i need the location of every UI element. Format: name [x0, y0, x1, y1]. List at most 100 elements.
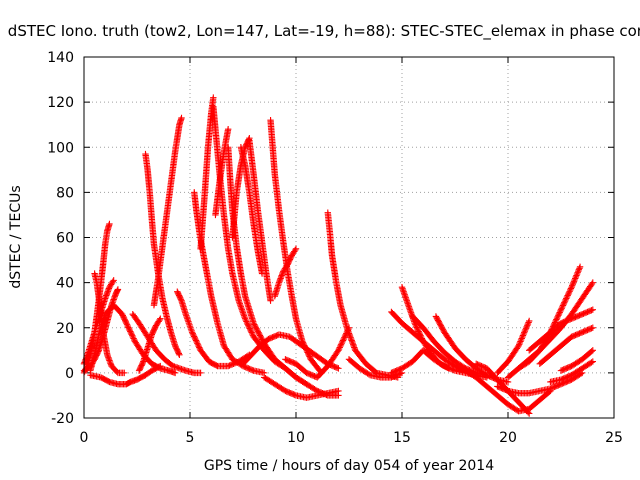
data-series	[432, 313, 512, 386]
data-point	[341, 334, 348, 341]
data-point	[129, 333, 137, 341]
data-series	[197, 94, 217, 252]
data-series	[282, 324, 353, 381]
data-point	[247, 326, 254, 334]
data-point	[521, 328, 529, 335]
data-point	[572, 275, 579, 282]
data-point	[250, 320, 257, 327]
data-series	[267, 116, 325, 377]
data-point	[245, 322, 252, 329]
data-point	[561, 299, 568, 306]
data-point	[157, 315, 164, 322]
data-point	[570, 278, 578, 285]
data-point	[194, 341, 202, 348]
data-point	[335, 387, 342, 395]
data-point	[588, 307, 595, 314]
data-point	[567, 286, 574, 294]
data-point	[191, 334, 198, 342]
data-point	[190, 333, 198, 340]
data-point	[589, 324, 596, 331]
data-point	[414, 325, 421, 332]
data-point	[551, 319, 559, 326]
data-point	[123, 321, 131, 328]
data-point	[444, 364, 451, 371]
data-point	[131, 336, 138, 344]
data-point	[210, 94, 217, 101]
data-point	[190, 331, 197, 339]
data-point	[106, 220, 113, 228]
data-series	[271, 245, 300, 300]
data-point	[345, 324, 353, 331]
y-tick-label: 0	[65, 366, 74, 382]
data-point	[526, 410, 533, 417]
data-point	[589, 279, 596, 286]
data-point	[337, 342, 344, 350]
data-series	[135, 315, 164, 374]
data-point	[565, 290, 572, 298]
data-point	[575, 267, 582, 275]
data-point	[249, 366, 256, 374]
data-point	[415, 328, 422, 335]
data-point	[345, 325, 352, 333]
data-point	[342, 331, 349, 339]
data-point	[303, 347, 311, 355]
data-point	[189, 330, 196, 337]
data-point	[196, 344, 203, 351]
data-point	[304, 349, 311, 356]
data-point	[589, 306, 596, 313]
y-axis-label: dSTEC / TECUs	[8, 185, 24, 288]
data-point	[516, 339, 524, 347]
data-point	[563, 293, 571, 301]
y-tick-label: 80	[56, 185, 74, 201]
data-point	[251, 322, 259, 330]
y-tick-label: -20	[51, 411, 74, 427]
data-point	[514, 343, 521, 351]
data-series	[388, 308, 490, 381]
data-point	[343, 330, 350, 337]
data-point	[241, 315, 249, 322]
data-point	[306, 353, 313, 360]
data-point	[249, 330, 256, 338]
data-point	[247, 328, 255, 335]
data-point	[114, 286, 122, 293]
data-point	[291, 391, 298, 399]
data-point	[445, 365, 452, 372]
data-point	[254, 328, 262, 335]
data-point	[521, 329, 528, 336]
data-point	[194, 340, 201, 347]
data-series	[212, 126, 232, 219]
data-series	[237, 144, 266, 277]
data-point	[575, 266, 583, 273]
data-point	[525, 319, 532, 326]
data-point	[176, 351, 183, 359]
data-point	[576, 265, 583, 272]
data-point	[155, 363, 163, 370]
data-series	[451, 362, 554, 415]
data-point	[515, 342, 522, 349]
data-point	[305, 351, 313, 359]
data-point	[503, 387, 510, 394]
data-point	[253, 325, 260, 332]
data-point	[344, 327, 351, 334]
data-point	[564, 292, 571, 299]
data-point	[197, 369, 204, 377]
data-point	[555, 312, 562, 319]
data-point	[556, 309, 563, 316]
data-series	[87, 362, 164, 388]
y-tick-label: 140	[47, 50, 74, 66]
data-point	[128, 331, 135, 338]
data-point	[125, 325, 133, 332]
data-point	[569, 282, 576, 289]
data-point	[557, 307, 564, 315]
data-point	[336, 344, 343, 351]
data-point	[130, 335, 137, 342]
data-point	[291, 246, 299, 254]
data-point	[192, 337, 200, 344]
data-point	[300, 340, 307, 348]
data-point	[171, 369, 179, 377]
data-point	[519, 333, 526, 341]
data-point	[139, 359, 146, 367]
data-point	[335, 347, 342, 354]
data-point	[243, 318, 250, 325]
